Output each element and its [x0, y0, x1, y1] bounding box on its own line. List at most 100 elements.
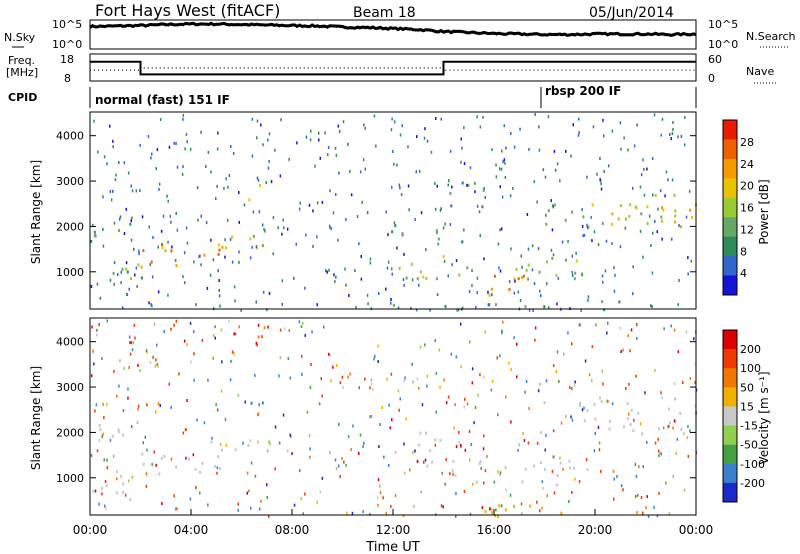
scatter-cell [463, 490, 466, 493]
scatter-cell [510, 247, 512, 251]
scatter-cell [493, 480, 496, 484]
scatter-cell [458, 273, 461, 277]
scatter-cell [230, 145, 232, 148]
scatter-cell [552, 204, 554, 208]
scatter-cell [561, 240, 564, 244]
scatter-cell [405, 276, 408, 280]
scatter-cell [635, 374, 637, 378]
scatter-cell [488, 303, 491, 307]
scatter-cell [144, 435, 146, 439]
power-frame [89, 111, 697, 310]
scatter-cell [103, 458, 105, 462]
nsearch-tick-top: 10^5 [708, 18, 738, 31]
scatter-cell [261, 401, 264, 405]
scatter-cell [466, 402, 469, 406]
scatter-cell [238, 220, 240, 224]
scatter-cell [106, 403, 108, 407]
scatter-cell [391, 272, 393, 276]
scatter-cell [175, 142, 177, 145]
power-colorbar-label: Power [dB] [757, 179, 771, 244]
scatter-cell [281, 279, 284, 283]
scatter-cell [628, 382, 630, 386]
scatter-cell [320, 377, 322, 381]
scatter-cell [569, 466, 571, 470]
scatter-cell [133, 323, 136, 327]
scatter-cell [189, 497, 192, 501]
scatter-cell [452, 473, 454, 476]
scatter-cell [416, 277, 419, 281]
y-tick-label: 3000 [56, 175, 84, 188]
scatter-cell [349, 372, 351, 376]
scatter-cell [499, 354, 501, 358]
scatter-cell [550, 248, 553, 252]
scatter-cell [689, 208, 692, 212]
scatter-cell [579, 404, 582, 408]
velocity-frame [89, 317, 697, 516]
scatter-cell [142, 462, 145, 466]
scatter-cell [633, 418, 635, 422]
scatter-cell [250, 461, 253, 465]
scatter-cell [461, 146, 463, 150]
scatter-cell [203, 421, 206, 425]
scatter-cell [642, 511, 644, 515]
scatter-cell [654, 441, 657, 445]
scatter-cell [139, 369, 141, 372]
scatter-cell [96, 449, 99, 453]
scatter-cell [174, 259, 177, 262]
scatter-cell [274, 425, 277, 429]
scatter-cell [476, 276, 479, 280]
scatter-cell [229, 237, 232, 241]
scatter-cell [539, 382, 541, 386]
scatter-cell [126, 293, 129, 296]
scatter-cell [216, 184, 218, 188]
scatter-cell [634, 463, 637, 466]
scatter-cell [542, 486, 544, 490]
scatter-cell [268, 132, 271, 136]
scatter-cell [473, 421, 475, 425]
nsky-tick-bottom: 10^0 [52, 38, 82, 51]
scatter-cell [415, 308, 418, 312]
scatter-cell [234, 299, 236, 303]
scatter-cell [361, 200, 363, 204]
scatter-cell [140, 265, 143, 269]
scatter-cell [475, 480, 478, 484]
scatter-cell [330, 227, 333, 231]
scatter-cell [319, 490, 321, 494]
scatter-cell [298, 207, 301, 211]
scatter-cell [482, 188, 485, 192]
scatter-cell [363, 441, 365, 445]
scatter-cell [645, 506, 647, 510]
scatter-cell [461, 240, 463, 244]
scatter-cell [601, 274, 604, 278]
scatter-cell [145, 484, 148, 488]
scatter-cell [113, 282, 115, 286]
scatter-cell [286, 449, 289, 453]
nave-series [90, 67, 696, 71]
scatter-cell [338, 422, 340, 426]
scatter-cell [611, 222, 614, 226]
scatter-cell [306, 410, 309, 414]
scatter-cell [148, 225, 150, 229]
scatter-cell [234, 332, 237, 336]
scatter-cell [129, 341, 131, 345]
scatter-cell [161, 502, 163, 505]
scatter-cell [669, 421, 671, 425]
scatter-cell [288, 329, 290, 332]
scatter-cell [416, 459, 419, 463]
scatter-cell [358, 242, 360, 246]
scatter-cell [379, 423, 381, 426]
scatter-cell [420, 211, 423, 215]
scatter-cell [578, 480, 581, 484]
scatter-cell [521, 480, 524, 484]
scatter-cell [581, 272, 583, 276]
scatter-cell [586, 409, 589, 413]
scatter-cell [126, 270, 129, 274]
scatter-cell [158, 182, 161, 186]
scatter-cell [529, 504, 531, 508]
scatter-cell [651, 305, 653, 308]
scatter-cell [646, 205, 649, 209]
scatter-cell [218, 248, 221, 252]
scatter-cell [403, 471, 406, 475]
scatter-cell [671, 237, 673, 241]
scatter-cell [483, 434, 485, 438]
